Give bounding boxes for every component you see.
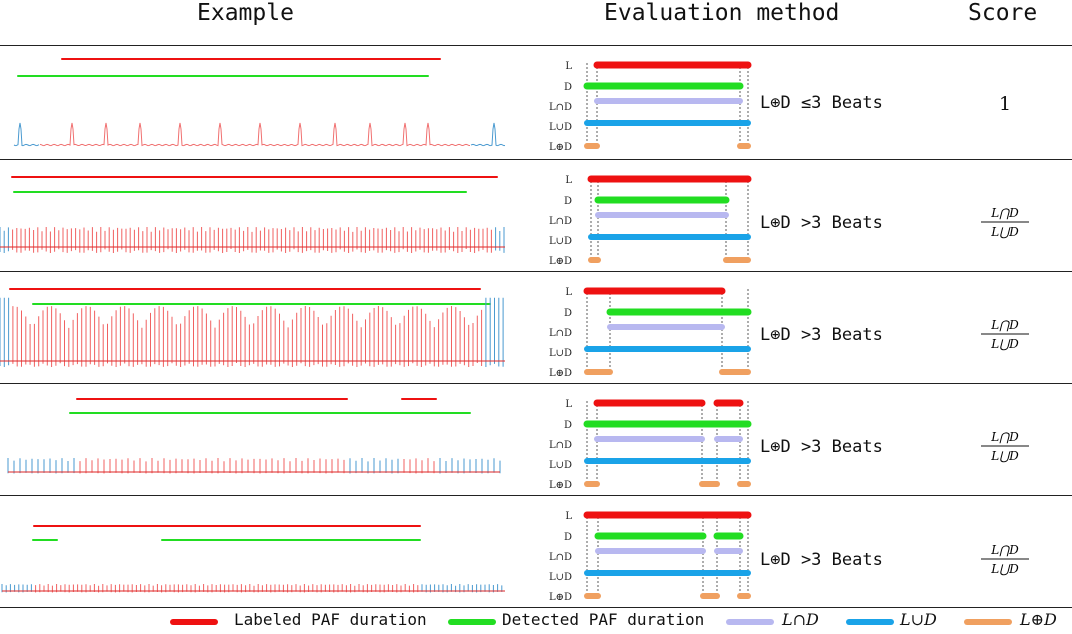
- legend-label-union: L∪D: [900, 610, 937, 629]
- ecg-trace-normal: [1, 584, 503, 593]
- example-row-1: LD L∩D L∪D L⊕D: [13, 58, 752, 153]
- score-fraction-2: L⋂D L⋃D: [975, 202, 1035, 242]
- condition-text-5: L⊕D >3 Beats: [760, 550, 883, 570]
- eval-row-label-xor: L⊕D: [549, 142, 572, 153]
- ecg-trace-paf: [35, 584, 419, 593]
- eval-row-label-xor: L⊕D: [549, 592, 572, 603]
- header-score: Score: [968, 0, 1038, 26]
- legend-label-labeled: Labeled PAF duration: [234, 610, 427, 629]
- eval-row-label-l: L: [565, 511, 572, 522]
- eval-row-label-d: D: [564, 196, 572, 207]
- top-rule: [0, 45, 1072, 46]
- eval-row-label-xor: L⊕D: [549, 256, 572, 267]
- fraction-denominator: L⋃D: [990, 337, 1019, 351]
- eval-row-label-l: L: [565, 287, 572, 298]
- eval-row-label-union: L∪D: [549, 572, 572, 583]
- ecg-trace-paf: [39, 122, 470, 147]
- fraction-numerator: L⋂D: [990, 206, 1019, 220]
- fraction-svg: L⋂D L⋃D: [981, 543, 1029, 576]
- legend-label-xor: L⊕D: [1020, 610, 1057, 629]
- legend-swatch-intersection: [726, 619, 774, 625]
- eval-row-label-intersection: L∩D: [549, 216, 572, 227]
- fraction-denominator: L⋃D: [990, 562, 1019, 576]
- eval-row-label-l: L: [565, 175, 572, 186]
- eval-row-label-xor: L⊕D: [549, 480, 572, 491]
- eval-row-label-d: D: [564, 532, 572, 543]
- fraction-numerator: L⋂D: [990, 318, 1019, 332]
- fraction-numerator: L⋂D: [990, 430, 1019, 444]
- fraction-numerator: L⋂D: [990, 543, 1019, 557]
- legend-label-detected: Detected PAF duration: [502, 610, 705, 629]
- legend-swatch-union: [846, 619, 894, 625]
- eval-row-label-union: L∪D: [549, 122, 572, 133]
- eval-row-label-xor: L⊕D: [549, 368, 572, 379]
- ecg-trace-paf: [12, 227, 492, 253]
- eval-row-label-intersection: L∩D: [549, 552, 572, 563]
- row-divider-3: [0, 383, 1072, 384]
- example-row-3: LD L∩D L∪D L⊕D: [0, 287, 752, 379]
- score-fraction-5: L⋂D L⋃D: [975, 539, 1035, 579]
- legend-swatch-labeled: [170, 619, 218, 625]
- fraction-svg: L⋂D L⋃D: [981, 206, 1029, 239]
- ecg-trace-paf: [79, 458, 435, 474]
- condition-text-2: L⊕D >3 Beats: [760, 213, 883, 233]
- ecg-trace-paf: [12, 306, 483, 367]
- row-divider-1: [0, 159, 1072, 160]
- legend-swatch-xor: [964, 619, 1012, 625]
- eval-row-label-intersection: L∩D: [549, 328, 572, 339]
- score-fraction-4: L⋂D L⋃D: [975, 426, 1035, 466]
- legend-swatch-detected: [448, 619, 496, 625]
- example-row-2: LD L∩D L∪D L⊕D: [0, 175, 752, 267]
- bottom-rule: [0, 607, 1072, 608]
- condition-text-1: L⊕D ≤3 Beats: [760, 93, 883, 113]
- score-value-1: 1: [998, 93, 1012, 115]
- eval-row-label-l: L: [565, 61, 572, 72]
- eval-row-label-intersection: L∩D: [549, 102, 572, 113]
- eval-row-label-intersection: L∩D: [549, 440, 572, 451]
- eval-row-label-d: D: [564, 420, 572, 431]
- condition-text-4: L⊕D >3 Beats: [760, 437, 883, 457]
- ecg-trace-normal: [0, 297, 504, 367]
- score-fraction-3: L⋂D L⋃D: [975, 314, 1035, 354]
- condition-text-3: L⊕D >3 Beats: [760, 325, 883, 345]
- eval-row-label-d: D: [564, 308, 572, 319]
- eval-row-label-d: D: [564, 82, 572, 93]
- header-example: Example: [197, 0, 294, 26]
- header-evaluation-method: Evaluation method: [604, 0, 840, 26]
- fraction-denominator: L⋃D: [990, 225, 1019, 239]
- example-row-5: LD L∩D L∪D L⊕D: [1, 511, 752, 603]
- ecg-trace-normal: [7, 458, 501, 474]
- eval-row-label-union: L∪D: [549, 236, 572, 247]
- fraction-svg: L⋂D L⋃D: [981, 430, 1029, 463]
- ecg-trace-normal-start: [13, 122, 40, 147]
- row-divider-2: [0, 271, 1072, 272]
- eval-row-label-union: L∪D: [549, 348, 572, 359]
- eval-row-label-union: L∪D: [549, 460, 572, 471]
- ecg-trace-normal-end: [470, 122, 506, 147]
- eval-row-label-l: L: [565, 399, 572, 410]
- row-divider-4: [0, 495, 1072, 496]
- ecg-trace-normal: [0, 227, 505, 253]
- fraction-denominator: L⋃D: [990, 449, 1019, 463]
- legend-label-intersection: L∩D: [782, 610, 819, 629]
- fraction-svg: L⋂D L⋃D: [981, 318, 1029, 351]
- example-row-4: LD L∩D L∪D L⊕D: [7, 398, 752, 491]
